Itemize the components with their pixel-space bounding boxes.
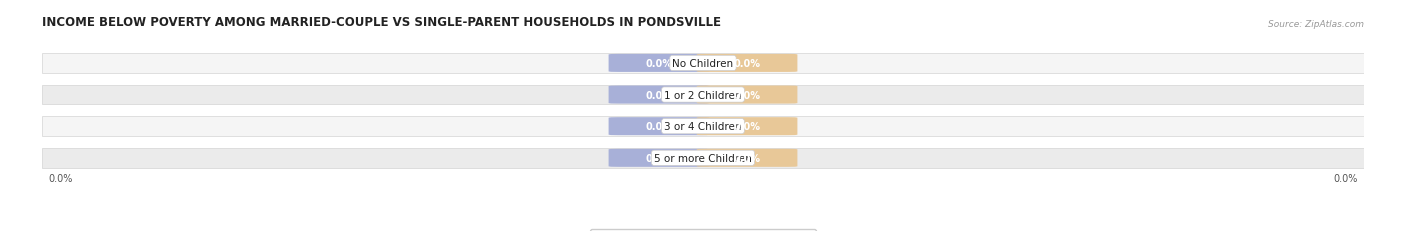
FancyBboxPatch shape [609,55,709,73]
FancyBboxPatch shape [697,118,797,136]
Text: 5 or more Children: 5 or more Children [654,153,752,163]
Text: 0.0%: 0.0% [734,153,761,163]
Text: 3 or 4 Children: 3 or 4 Children [664,122,742,132]
Text: 0.0%: 0.0% [645,59,672,69]
Text: No Children: No Children [672,59,734,69]
Text: 0.0%: 0.0% [1333,174,1358,184]
Bar [42,54,1364,73]
Text: 0.0%: 0.0% [734,90,761,100]
Text: 0.0%: 0.0% [645,90,672,100]
FancyBboxPatch shape [609,86,709,104]
Bar [42,117,1364,136]
Bar [42,148,1364,168]
Text: INCOME BELOW POVERTY AMONG MARRIED-COUPLE VS SINGLE-PARENT HOUSEHOLDS IN PONDSVI: INCOME BELOW POVERTY AMONG MARRIED-COUPL… [42,16,721,29]
FancyBboxPatch shape [697,55,797,73]
FancyBboxPatch shape [697,86,797,104]
Text: 0.0%: 0.0% [734,122,761,132]
Text: Source: ZipAtlas.com: Source: ZipAtlas.com [1268,20,1364,29]
Text: 0.0%: 0.0% [48,174,73,184]
Legend: Married Couples, Single Parents: Married Couples, Single Parents [591,229,815,231]
FancyBboxPatch shape [609,118,709,136]
Text: 0.0%: 0.0% [645,122,672,132]
Text: 1 or 2 Children: 1 or 2 Children [664,90,742,100]
Bar [42,85,1364,105]
Text: 0.0%: 0.0% [645,153,672,163]
FancyBboxPatch shape [697,149,797,167]
FancyBboxPatch shape [609,149,709,167]
Text: 0.0%: 0.0% [734,59,761,69]
